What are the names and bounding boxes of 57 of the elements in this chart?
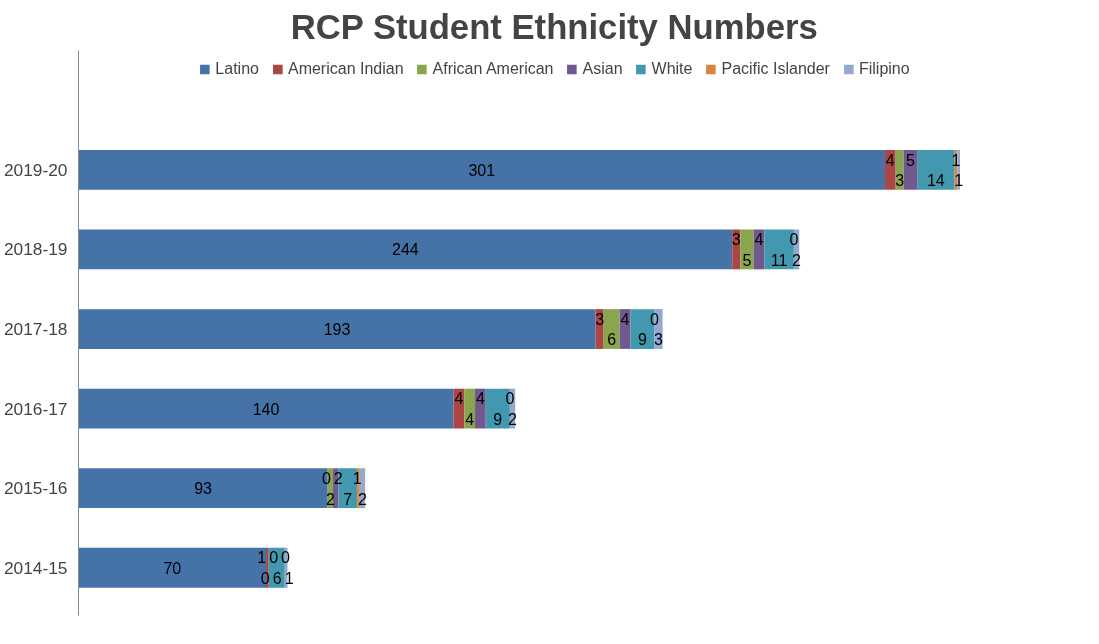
data-label: 244 xyxy=(392,241,419,259)
y-tick-label: 2017-18 xyxy=(3,319,68,340)
data-label: 3 xyxy=(731,231,741,249)
data-label: 3 xyxy=(654,331,664,349)
data-label: 2 xyxy=(792,251,802,269)
legend-label: Latino xyxy=(215,60,259,78)
data-label: 1 xyxy=(284,570,294,588)
legend-label: Pacific Islander xyxy=(721,60,830,78)
data-label: 1 xyxy=(257,549,267,567)
data-label: 6 xyxy=(607,331,617,349)
legend-label: African American xyxy=(432,60,554,78)
legend-label: Filipino xyxy=(858,60,910,78)
data-label: 0 xyxy=(281,549,291,567)
bar xyxy=(78,149,885,190)
data-label: 0 xyxy=(789,231,799,249)
data-label: 6 xyxy=(272,570,282,588)
data-label: 9 xyxy=(638,331,648,349)
data-label: 9 xyxy=(493,410,503,428)
data-label: 4 xyxy=(620,310,630,328)
data-label: 4 xyxy=(754,231,764,249)
data-label: 2 xyxy=(508,410,518,428)
data-label: 93 xyxy=(194,480,213,498)
legend-label: American Indian xyxy=(287,60,404,78)
data-label: 2 xyxy=(333,469,343,487)
data-label: 0 xyxy=(650,310,660,328)
data-label: 5 xyxy=(905,151,915,169)
data-label: 3 xyxy=(595,310,605,328)
legend-label: Asian xyxy=(582,60,623,78)
data-label: 5 xyxy=(742,251,752,269)
data-label: 301 xyxy=(468,161,496,179)
y-tick-label: 2019-20 xyxy=(3,159,68,180)
data-label: 193 xyxy=(323,321,351,339)
data-label: 140 xyxy=(252,400,280,418)
data-label: 4 xyxy=(465,410,475,428)
bar xyxy=(78,388,454,429)
y-tick-label: 2016-17 xyxy=(3,398,68,419)
data-label: 4 xyxy=(475,390,485,408)
bar xyxy=(78,309,596,349)
data-label: 4 xyxy=(454,390,464,408)
y-tick-label: 2015-16 xyxy=(3,478,68,499)
y-tick-label: 2014-15 xyxy=(3,557,68,578)
data-label: 0 xyxy=(505,390,515,408)
legend-label: White xyxy=(651,60,693,78)
data-label: 0 xyxy=(321,469,331,487)
y-tick-label: 2018-19 xyxy=(3,239,68,260)
data-label: 14 xyxy=(926,172,945,190)
data-label: 70 xyxy=(163,559,182,577)
data-label: 0 xyxy=(269,549,279,567)
bar xyxy=(740,229,754,270)
bar xyxy=(78,229,733,270)
data-label: 4 xyxy=(885,151,895,169)
data-label: 7 xyxy=(343,490,353,508)
bar xyxy=(78,547,267,588)
chart-title: RCP Student Ethnicity Numbers xyxy=(290,7,818,46)
data-label: 11 xyxy=(770,251,788,269)
data-label: 2 xyxy=(325,490,335,508)
data-label: 3 xyxy=(895,172,905,190)
